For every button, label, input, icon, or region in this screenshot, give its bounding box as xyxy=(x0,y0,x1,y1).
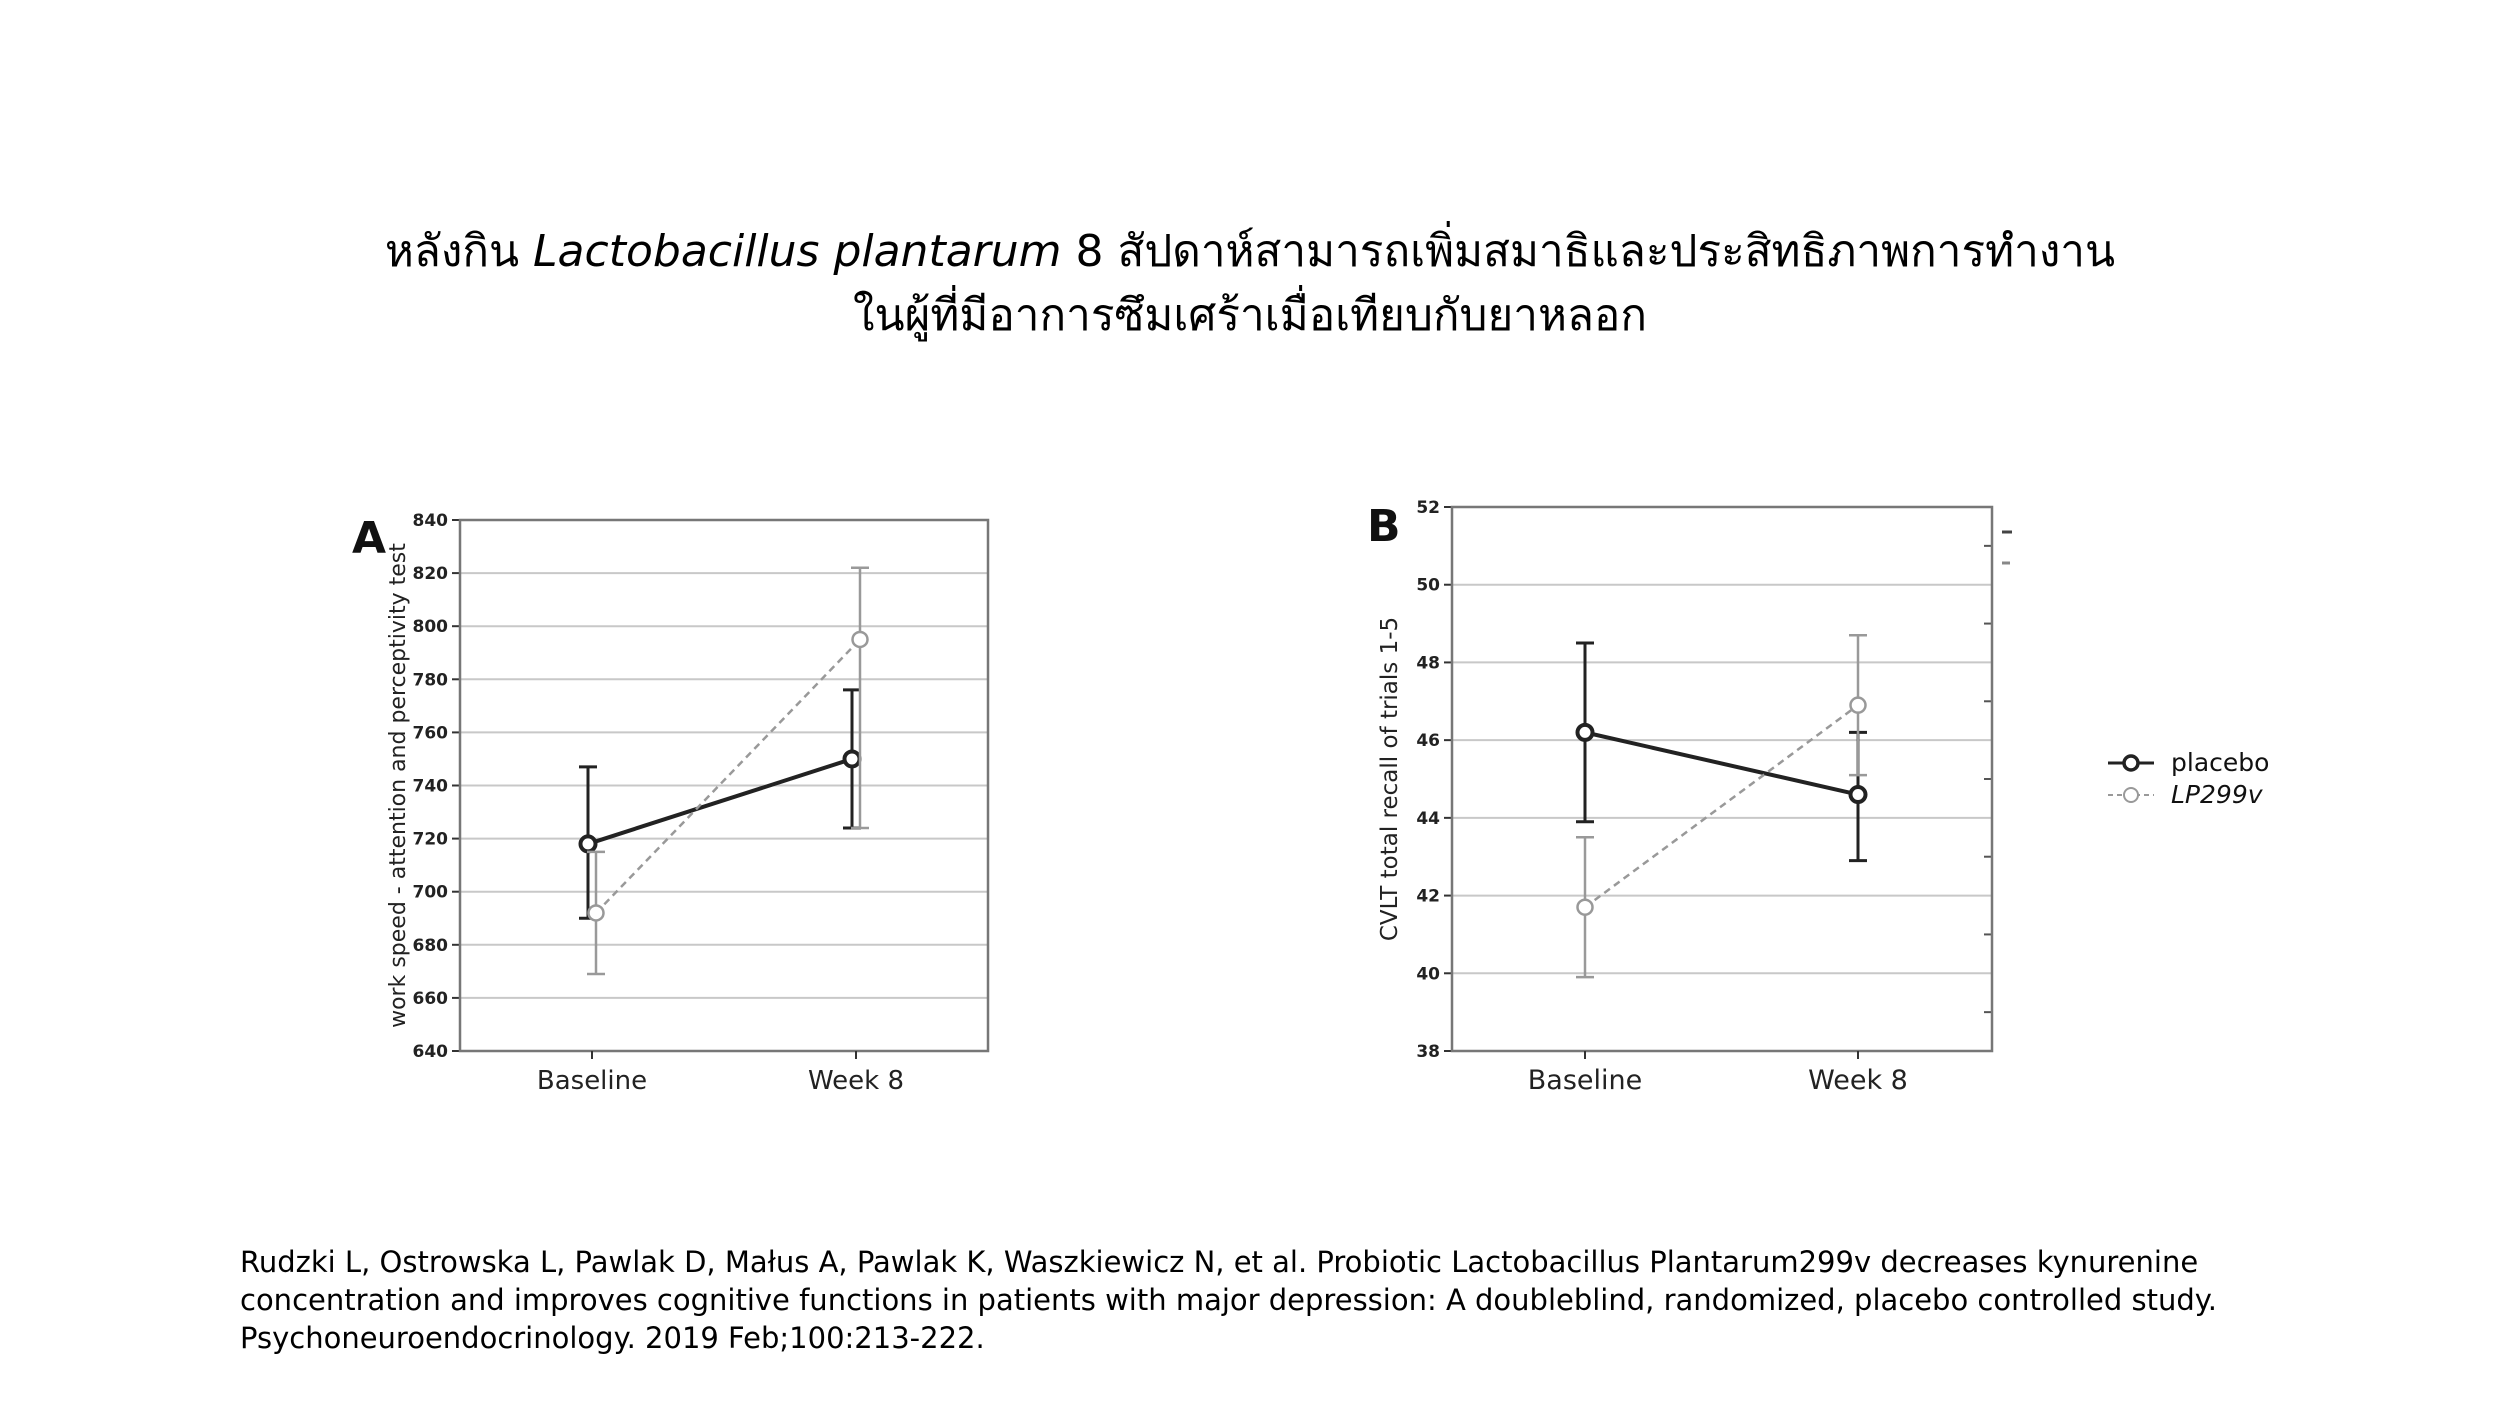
title-species: Lactobacillus plantarum xyxy=(533,226,1062,277)
chart-a-lp299v-line xyxy=(595,638,861,914)
chart-b-y-tick-label: 50 xyxy=(1416,576,1440,596)
chart-a-x-tick-label: Baseline xyxy=(537,1066,647,1096)
citation-line-1: Rudzki L, Ostrowska L, Pawlak D, Małus A… xyxy=(240,1245,2199,1279)
chart-b-y-tick-label: 52 xyxy=(1416,498,1440,518)
legend-lp299v-marker xyxy=(2123,787,2139,803)
chart-a-panel-label: A xyxy=(352,513,386,564)
chart-a-y-tick-label: 740 xyxy=(413,777,449,797)
chart-a-y-tick-label: 720 xyxy=(413,830,449,850)
chart-a-y-axis-label: work speed - attention and perceptivity … xyxy=(386,543,411,1028)
chart-a-y-tick-label: 780 xyxy=(413,670,449,690)
chart-b-placebo-point xyxy=(1575,722,1595,742)
chart-b-lp299v-point xyxy=(1849,696,1867,714)
chart-a-placebo-line xyxy=(587,757,853,846)
citation-line-3: Psychoneuroendocrinology. 2019 Feb;100:2… xyxy=(240,1321,985,1355)
chart-b-x-tick-label: Week 8 xyxy=(1808,1065,1908,1096)
chart-a-y-tick-label: 760 xyxy=(413,723,449,743)
legend-placebo-marker xyxy=(2122,754,2140,772)
chart-a-y-tick-label: 820 xyxy=(413,564,449,584)
title-line-2: ในผู้ที่มีอาการซึมเศร้าเมื่อเทียบกับยาหล… xyxy=(853,290,1647,341)
chart-b-placebo-point xyxy=(1848,785,1868,805)
chart-b-lp299v-line xyxy=(1584,704,1859,909)
chart-a-lp299v-point xyxy=(851,630,869,649)
chart-a-y-tick-label: 800 xyxy=(413,617,449,637)
chart-a-y-tick-label: 660 xyxy=(413,989,449,1009)
chart-a-y-tick-label: 840 xyxy=(413,511,449,531)
title-part-2: 8 สัปดาห์สามารถเพิ่มสมาธิและประสิทธิภาพก… xyxy=(1061,226,2116,277)
chart-b-y-axis-label: CVLT total recall of trials 1-5 xyxy=(1377,617,1403,941)
chart-a-y-tick-label: 680 xyxy=(413,936,449,956)
chart-a-frame xyxy=(458,518,990,1053)
chart-a-placebo-point xyxy=(842,749,862,769)
chart-b-y-tick-label: 44 xyxy=(1416,809,1440,829)
chart-b-y-tick-label: 40 xyxy=(1416,964,1440,984)
chart-b-x-tick-label: Baseline xyxy=(1528,1065,1642,1096)
chart-a-y-tick-label: 700 xyxy=(413,883,449,903)
citation: Rudzki L, Ostrowska L, Pawlak D, Małus A… xyxy=(240,1243,2300,1357)
chart-b-panel-label: B xyxy=(1367,501,1401,552)
title-part-1: หลังกิน xyxy=(384,226,534,277)
legend-placebo-label: placebo xyxy=(2171,748,2269,777)
chart-a-placebo-point xyxy=(578,834,598,854)
chart-b-y-tick-label: 42 xyxy=(1416,887,1440,907)
chart-b-y-tick-label: 46 xyxy=(1416,731,1440,751)
slide-title: หลังกิน Lactobacillus plantarum 8 สัปดาห… xyxy=(250,220,2250,348)
chart-b-y-tick-label: 38 xyxy=(1416,1042,1440,1062)
citation-line-2: concentration and improves cognitive fun… xyxy=(240,1283,2217,1317)
chart-b-lp299v-point xyxy=(1576,898,1594,916)
legend-lp299v-label: LP299v xyxy=(2171,780,2264,809)
chart-a-x-tick-label: Week 8 xyxy=(808,1066,904,1096)
chart-b-y-tick-label: 48 xyxy=(1416,653,1440,673)
chart-b-placebo-line xyxy=(1584,730,1859,797)
chart-b-frame xyxy=(1450,505,1994,1053)
chart-a-lp299v-point xyxy=(587,904,605,922)
chart-a-y-tick-label: 640 xyxy=(413,1042,449,1062)
title-line-1: หลังกิน Lactobacillus plantarum 8 สัปดาห… xyxy=(250,220,2250,284)
